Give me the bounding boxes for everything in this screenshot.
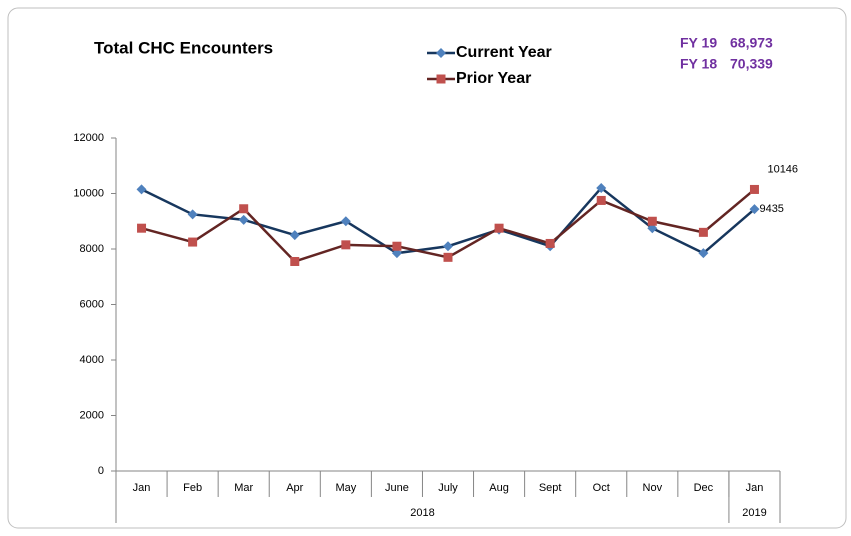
group-label: 2019 <box>742 507 766 519</box>
data-point <box>289 230 300 241</box>
x-tick-label: Jan <box>133 482 151 494</box>
chart-frame <box>7 7 847 529</box>
data-point <box>340 216 351 227</box>
x-tick-label: Sept <box>539 482 562 494</box>
data-point <box>239 204 249 214</box>
y-tick-label: 2000 <box>80 409 104 421</box>
annotation-label: FY 18 <box>680 56 717 72</box>
data-point <box>187 209 198 220</box>
x-tick-label: Nov <box>643 482 663 494</box>
y-tick-label: 6000 <box>80 298 104 310</box>
data-point <box>596 182 607 193</box>
data-point <box>749 184 759 194</box>
data-point <box>749 204 760 215</box>
x-tick-label: Jan <box>746 482 764 494</box>
legend-marker <box>436 74 446 84</box>
data-point <box>443 252 453 262</box>
x-tick-label: Aug <box>489 482 509 494</box>
x-tick-label: Oct <box>593 482 610 494</box>
legend-label: Current Year <box>456 44 552 61</box>
y-tick-label: 10000 <box>73 187 104 199</box>
annotation-value: 70,339 <box>730 56 773 72</box>
y-tick-label: 8000 <box>80 243 104 255</box>
data-point <box>545 238 555 248</box>
x-tick-label: May <box>335 482 356 494</box>
data-point <box>392 241 402 251</box>
data-point <box>341 240 351 250</box>
data-point <box>188 237 198 247</box>
x-tick-label: Mar <box>234 482 253 494</box>
x-tick-label: July <box>438 482 458 494</box>
chart-title: Total CHC Encounters <box>94 38 273 57</box>
y-tick-label: 0 <box>98 465 104 477</box>
data-point <box>290 256 300 266</box>
data-point <box>494 223 504 233</box>
x-tick-label: June <box>385 482 409 494</box>
data-point <box>698 248 709 259</box>
x-tick-label: Apr <box>286 482 303 494</box>
y-tick-label: 4000 <box>80 354 104 366</box>
data-point <box>443 241 453 252</box>
legend-label: Prior Year <box>456 70 531 87</box>
x-tick-label: Feb <box>183 482 202 494</box>
x-tick-label: Dec <box>694 482 714 494</box>
data-point <box>238 214 249 225</box>
y-tick-label: 12000 <box>73 132 104 144</box>
legend-marker <box>436 48 446 58</box>
data-point <box>136 184 147 195</box>
annotation-label: FY 19 <box>680 35 717 51</box>
data-label: 9435 <box>759 203 783 215</box>
data-point <box>698 227 708 237</box>
annotation-value: 68,973 <box>730 35 773 51</box>
data-label: 10146 <box>767 163 798 175</box>
data-point <box>647 216 657 226</box>
data-point <box>596 195 606 205</box>
group-label: 2018 <box>410 507 434 519</box>
data-point <box>137 223 147 233</box>
